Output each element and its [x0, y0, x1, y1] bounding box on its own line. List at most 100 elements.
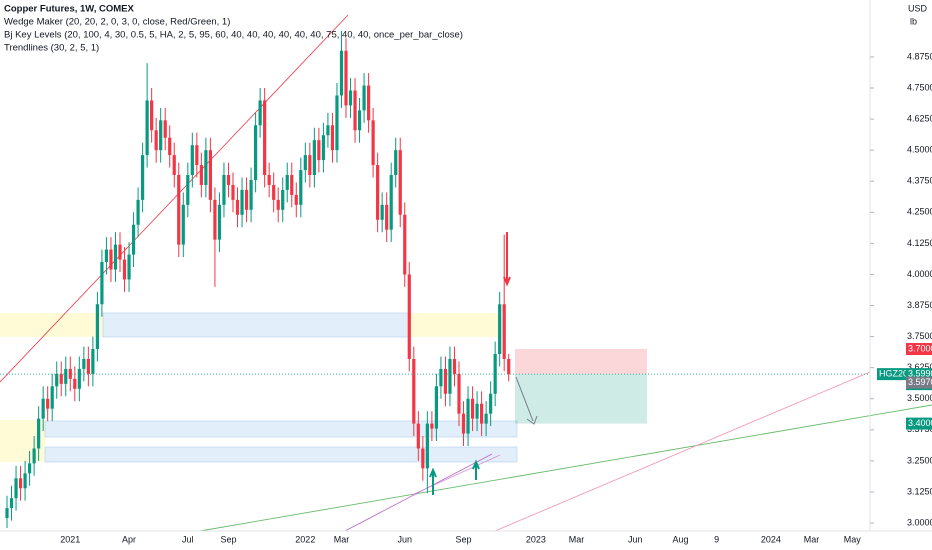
candle-body: [177, 175, 181, 245]
candle-body: [82, 358, 86, 369]
arrow: [515, 376, 534, 422]
y-tick-label: 4.0000: [907, 269, 932, 279]
x-tick-label: Mar: [804, 534, 820, 544]
candle-body: [434, 386, 438, 429]
candle-body: [281, 189, 285, 210]
candle-body: [475, 403, 479, 419]
candle-body: [299, 170, 303, 205]
candle-body: [226, 175, 231, 185]
symbol: HGZ2022: [879, 369, 918, 379]
price-label: 3.5970: [908, 377, 932, 387]
zone: [102, 312, 411, 338]
candle-body: [186, 175, 190, 205]
candle-body: [213, 199, 217, 240]
candle-body: [136, 199, 140, 225]
trendline: [0, 14, 349, 383]
candle-body: [41, 398, 45, 419]
y-tick-label: 3.0000: [907, 517, 932, 527]
candle-body: [118, 244, 122, 260]
stop-zone: [515, 349, 647, 375]
candle-body: [249, 179, 253, 210]
x-tick-label: Sep: [456, 534, 472, 544]
candle-body: [376, 165, 380, 220]
candle-body: [222, 175, 226, 205]
candle-body: [59, 373, 63, 384]
candle-body: [461, 413, 466, 434]
candle-body: [168, 137, 172, 156]
x-tick-label: Jun: [628, 534, 643, 544]
price-label: 3.7000: [908, 343, 932, 353]
x-tick-label: Sep: [220, 534, 236, 544]
candle-body: [425, 423, 429, 469]
candle-body: [421, 448, 425, 469]
candle-body: [163, 120, 167, 138]
trendline: [494, 371, 871, 532]
candle-body: [452, 358, 457, 374]
zone: [0, 313, 103, 337]
symbol-tag: [877, 368, 906, 381]
candle-body: [190, 145, 194, 176]
candle-body: [113, 244, 118, 270]
candle-body: [73, 378, 77, 389]
candle-body: [18, 478, 23, 489]
candle-body: [317, 140, 321, 161]
candle-body: [443, 368, 448, 394]
x-tick-label: Apr: [122, 534, 136, 544]
candle-body: [416, 423, 420, 449]
candle-body: [430, 423, 434, 429]
candle-body: [457, 373, 461, 414]
candle-body: [181, 204, 185, 245]
arrow-head: [526, 415, 538, 425]
candle-body: [362, 85, 366, 111]
candle-body: [28, 463, 32, 474]
x-tick-label: 9: [714, 534, 719, 544]
candle-body: [412, 358, 416, 424]
candle-body: [240, 189, 244, 215]
candle-body: [272, 184, 276, 200]
indicator: Wedge Maker (20, 20, 2, 0, 3, 0, close, …: [4, 17, 230, 28]
candle-body: [484, 413, 488, 424]
candle-body: [498, 304, 502, 354]
candle-body: [348, 90, 353, 106]
candle-body: [344, 50, 348, 106]
candle-body: [68, 368, 72, 379]
candle-body: [466, 398, 470, 434]
candle-body: [131, 224, 136, 255]
chart-title: Copper Futures, 1W, COMEX: [4, 4, 135, 15]
candle-body: [326, 125, 330, 136]
price-tag: [906, 376, 932, 389]
candle-body: [244, 189, 249, 210]
y-tick-label: 3.8750: [907, 300, 932, 310]
candle-body: [385, 204, 389, 230]
y-tick-label: 3.7500: [907, 331, 932, 341]
candle-body: [339, 50, 344, 96]
candle-body: [394, 150, 398, 176]
candle-body: [104, 249, 109, 263]
candle-body: [407, 274, 411, 359]
candle-body: [308, 155, 312, 176]
y-tick-label: 3.2500: [907, 455, 932, 465]
y-tick-label: 4.7500: [907, 82, 932, 92]
price-tag: [906, 343, 932, 356]
candle-body: [403, 214, 407, 275]
candle-body: [389, 175, 393, 230]
candle-body: [145, 100, 149, 156]
candle-body: [235, 199, 240, 215]
x-tick-label: 2024: [761, 534, 781, 544]
candle-body: [335, 95, 339, 151]
candle-body: [32, 448, 36, 464]
x-tick-label: 2022: [295, 534, 315, 544]
y-tick-label: 4.3750: [907, 176, 932, 186]
candle-body: [91, 349, 95, 374]
candle-body: [109, 249, 113, 270]
candle-body: [9, 498, 14, 509]
candle-body: [276, 199, 280, 210]
candle-body: [439, 368, 443, 387]
candle-body: [141, 155, 145, 200]
candle-body: [64, 368, 68, 384]
price-tag: [906, 417, 932, 430]
candle-body: [285, 175, 289, 190]
candle-body: [100, 262, 104, 305]
x-tick-label: Jun: [398, 534, 413, 544]
x-tick-label: Mar: [334, 534, 350, 544]
